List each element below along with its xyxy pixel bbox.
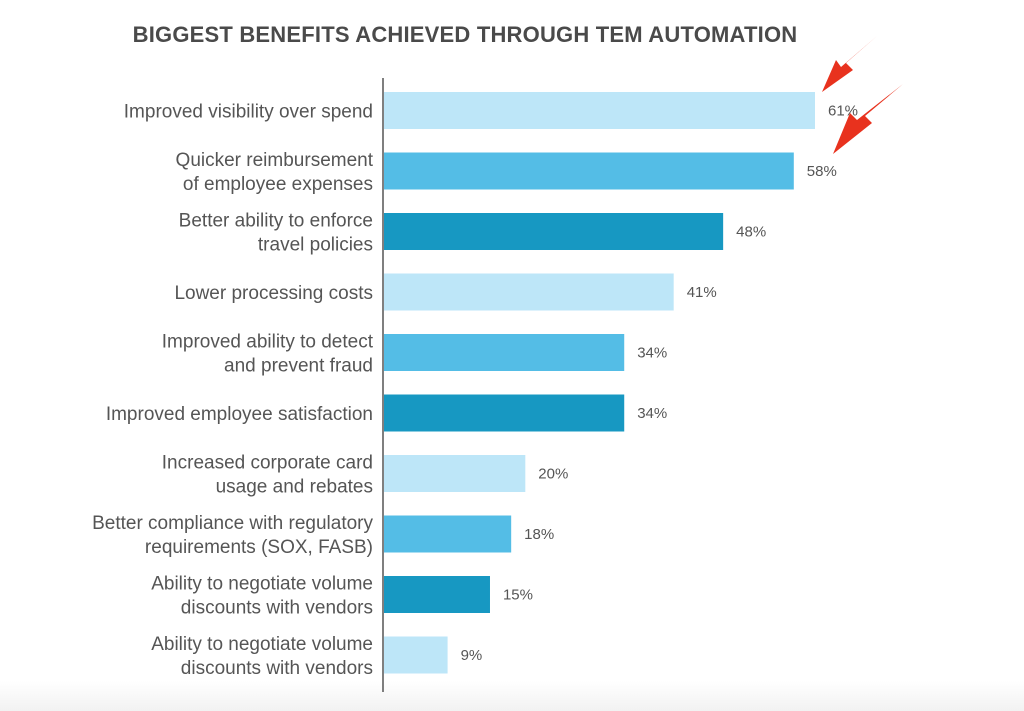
category-label-5-line-1: Improved ability to detect — [162, 332, 374, 353]
highlight-arrow-icon-2 — [833, 84, 903, 154]
bar-9 — [384, 576, 490, 613]
category-label-10-line-2: discounts with vendors — [181, 658, 373, 679]
category-label-4: Lower processing costs — [174, 283, 373, 304]
bar-2 — [384, 152, 794, 190]
category-label-2-line-1: Quicker reimbursement — [176, 150, 374, 171]
category-label-5-line-2: and prevent fraud — [224, 356, 373, 377]
value-label-5: 34% — [637, 345, 667, 362]
category-label-9-line-1: Ability to negotiate volume — [151, 574, 373, 595]
value-label-7: 20% — [538, 466, 568, 483]
category-label-2-line-2: of employee expenses — [183, 174, 373, 195]
bar-10 — [384, 636, 448, 674]
bar-1 — [384, 92, 815, 129]
category-label-3-line-1: Better ability to enforce — [179, 211, 373, 232]
highlight-arrow-icon-1 — [822, 36, 877, 92]
bottom-fade — [0, 681, 1024, 711]
bar-3 — [384, 213, 724, 250]
category-label-8-line-1: Better compliance with regulatory — [92, 513, 373, 534]
category-label-6: Improved employee satisfaction — [106, 404, 373, 425]
category-label-10-line-1: Ability to negotiate volume — [151, 634, 373, 655]
category-label-7-line-1: Increased corporate card — [162, 453, 373, 474]
bar-5 — [384, 334, 625, 371]
category-label-3-line-2: travel policies — [258, 235, 373, 256]
category-label-7-line-2: usage and rebates — [216, 477, 373, 498]
bar-6 — [384, 394, 625, 432]
bar-7 — [384, 455, 526, 492]
value-label-8: 18% — [524, 526, 554, 543]
value-label-2: 58% — [807, 163, 837, 180]
category-label-9-line-2: discounts with vendors — [181, 598, 373, 619]
category-label-8-line-2: requirements (SOX, FASB) — [145, 537, 373, 558]
chart-title: BIGGEST BENEFITS ACHIEVED THROUGH TEM AU… — [132, 22, 798, 47]
bar-8 — [384, 515, 512, 553]
category-label-1: Improved visibility over spend — [124, 102, 373, 123]
value-label-10: 9% — [461, 647, 483, 664]
value-label-4: 41% — [687, 284, 717, 301]
value-label-9: 15% — [503, 587, 533, 604]
value-label-3: 48% — [736, 224, 766, 241]
value-label-6: 34% — [637, 405, 667, 422]
bar-4 — [384, 273, 674, 311]
